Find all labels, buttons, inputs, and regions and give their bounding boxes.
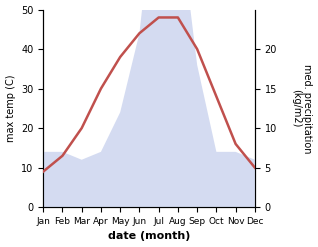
X-axis label: date (month): date (month) [108,231,190,242]
Y-axis label: med. precipitation
(kg/m2): med. precipitation (kg/m2) [291,64,313,153]
Y-axis label: max temp (C): max temp (C) [5,75,16,142]
